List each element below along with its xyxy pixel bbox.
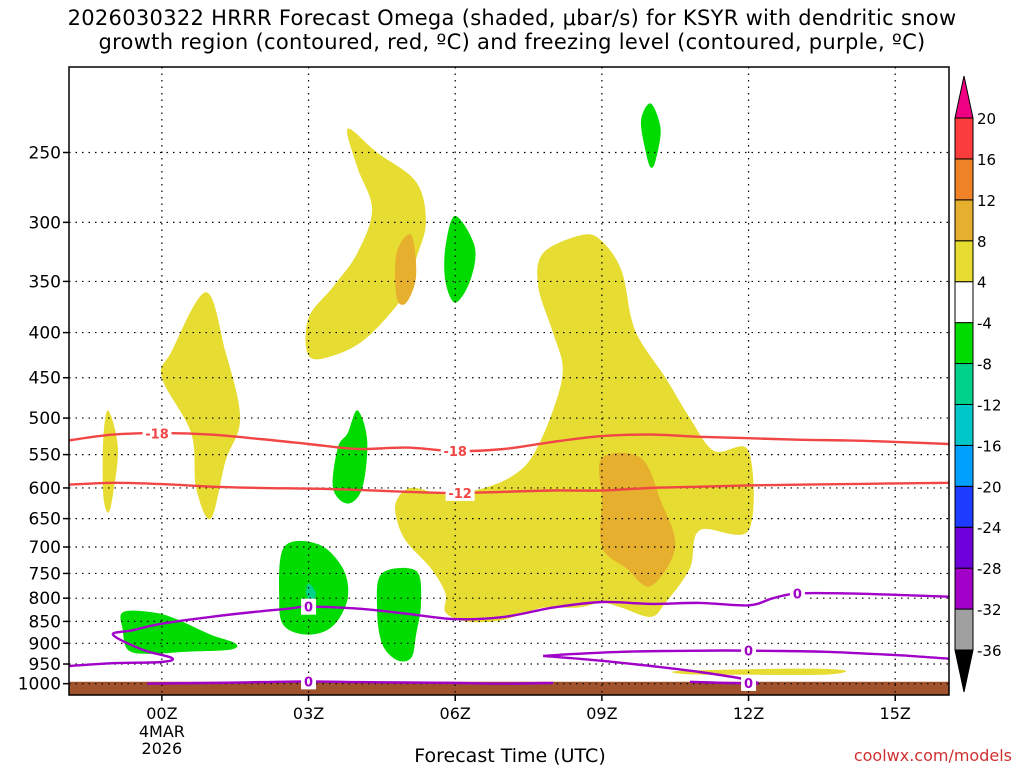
y-tick-label: 650 xyxy=(29,510,61,530)
colorbar-box xyxy=(954,526,974,569)
colorbar-upper-triangle xyxy=(954,75,974,119)
colorbar: -36 -32 -28 -24 -20 -16 -12 -8 -4 4 8 12 16 20 xyxy=(954,75,1002,693)
plot-frame xyxy=(68,66,950,696)
colorbar-box xyxy=(954,567,974,610)
colorbar-tick-label: -16 xyxy=(977,437,1002,455)
colorbar-tick-label: -8 xyxy=(977,356,992,374)
x-tick-label: 00Z xyxy=(146,704,177,723)
colorbar-box xyxy=(954,444,974,487)
colorbar-lower-triangle xyxy=(954,649,974,693)
freezing-level-label-bg xyxy=(301,673,317,690)
y-tick-label: 350 xyxy=(29,272,61,292)
omega-region xyxy=(120,610,238,654)
y-tick-label: 850 xyxy=(29,612,61,632)
colorbar-tick-label: -32 xyxy=(977,601,1002,619)
omega-region xyxy=(395,234,417,305)
colorbar-tick-label: -12 xyxy=(977,396,1002,414)
y-tick-label: 500 xyxy=(29,409,61,429)
dgz-label-bg xyxy=(440,443,470,460)
colorbar-tick-label: -28 xyxy=(977,560,1002,578)
grid-lines xyxy=(69,67,949,695)
freezing-level-label-bg xyxy=(789,585,805,602)
colorbar-tick-label: 12 xyxy=(977,192,996,210)
omega-region xyxy=(305,128,426,360)
y-tick-label: 250 xyxy=(29,143,61,163)
x-tick-label: 12Z xyxy=(733,704,764,723)
chart-title-line-2: growth region (contoured, red, ºC) and f… xyxy=(98,30,926,54)
colorbar-box xyxy=(954,322,974,365)
colorbar-tick-label: 8 xyxy=(977,233,987,251)
colorbar-tick-label: 20 xyxy=(977,110,996,128)
dgz-label: -18 xyxy=(443,445,467,460)
colorbar-box xyxy=(954,240,974,283)
chart-title-line-1: 2026030322 HRRR Forecast Omega (shaded, … xyxy=(67,6,957,30)
terrain-band xyxy=(69,681,949,695)
y-tick-label: 700 xyxy=(29,538,61,558)
contour-lines xyxy=(69,431,949,685)
omega-region xyxy=(332,410,368,504)
y-tick-label: 600 xyxy=(29,479,61,499)
y-tick-label: 950 xyxy=(29,655,61,675)
colorbar-tick-label: -4 xyxy=(977,315,992,333)
freezing-level-label-bg xyxy=(741,642,757,659)
chart-title: 2026030322 HRRR Forecast Omega (shaded, … xyxy=(0,6,1024,54)
y-tick-label: 450 xyxy=(29,369,61,389)
y-tick-label: 1000 xyxy=(18,675,61,695)
dgz-contour xyxy=(69,431,949,453)
freezing-level-label: 0 xyxy=(304,601,313,616)
x-date-label: 2026 xyxy=(142,739,183,758)
omega-region xyxy=(599,452,676,587)
dgz-label: -12 xyxy=(448,487,472,502)
x-tick-label: 06Z xyxy=(440,704,471,723)
freezing-level-label: 0 xyxy=(793,587,802,602)
terrain-layer xyxy=(69,681,949,695)
freezing-level-label: 0 xyxy=(744,645,753,660)
colorbar-tick-label: -20 xyxy=(977,478,1002,496)
y-tick-label: 900 xyxy=(29,634,61,654)
contour-labels: -18 -18 -12 0 0 0 0 0 xyxy=(142,425,805,692)
freezing-level-contour xyxy=(147,680,554,685)
freezing-level-label: 0 xyxy=(304,675,313,690)
omega-region xyxy=(160,292,241,520)
colorbar-box xyxy=(954,485,974,528)
dgz-label-bg xyxy=(445,484,475,501)
y-tick-label: 750 xyxy=(29,564,61,584)
colorbar-box xyxy=(954,117,974,160)
omega-region xyxy=(640,103,661,168)
y-tick-label: 300 xyxy=(29,213,61,233)
y-tick-label: 400 xyxy=(29,324,61,344)
colorbar-tick-label: -36 xyxy=(977,642,1002,660)
x-axis-label: Forecast Time (UTC) xyxy=(414,745,606,767)
source-label: coolwx.com/models xyxy=(853,746,1012,765)
dgz-label-bg xyxy=(142,425,172,442)
omega-region xyxy=(444,215,476,303)
colorbar-box xyxy=(954,158,974,201)
colorbar-tick-label: 4 xyxy=(977,274,987,292)
freezing-level-label-bg xyxy=(741,674,757,691)
dgz-contour xyxy=(69,481,949,495)
colorbar-tick-label: -24 xyxy=(977,519,1002,537)
freezing-level-label: 0 xyxy=(744,677,753,692)
dgz-label: -18 xyxy=(145,427,169,442)
colorbar-box xyxy=(954,199,974,242)
colorbar-tick-label: 16 xyxy=(977,151,996,169)
freezing-level-contour xyxy=(69,591,949,668)
x-tick-label: 15Z xyxy=(880,704,911,723)
y-tick-label: 550 xyxy=(29,446,61,466)
y-tick-label: 800 xyxy=(29,589,61,609)
colorbar-box xyxy=(954,608,974,651)
x-date-label: 4MAR xyxy=(139,722,185,741)
omega-region xyxy=(376,567,422,662)
x-tick-label: 03Z xyxy=(293,704,324,723)
colorbar-box xyxy=(954,281,974,324)
x-tick-label: 09Z xyxy=(586,704,617,723)
freezing-level-label-bg xyxy=(301,598,317,615)
colorbar-box xyxy=(954,403,974,446)
omega-region xyxy=(279,540,349,635)
colorbar-box xyxy=(954,363,974,405)
omega-shading xyxy=(102,103,847,676)
y-axis: 2503003504004505005506006507007508008509… xyxy=(18,143,69,695)
